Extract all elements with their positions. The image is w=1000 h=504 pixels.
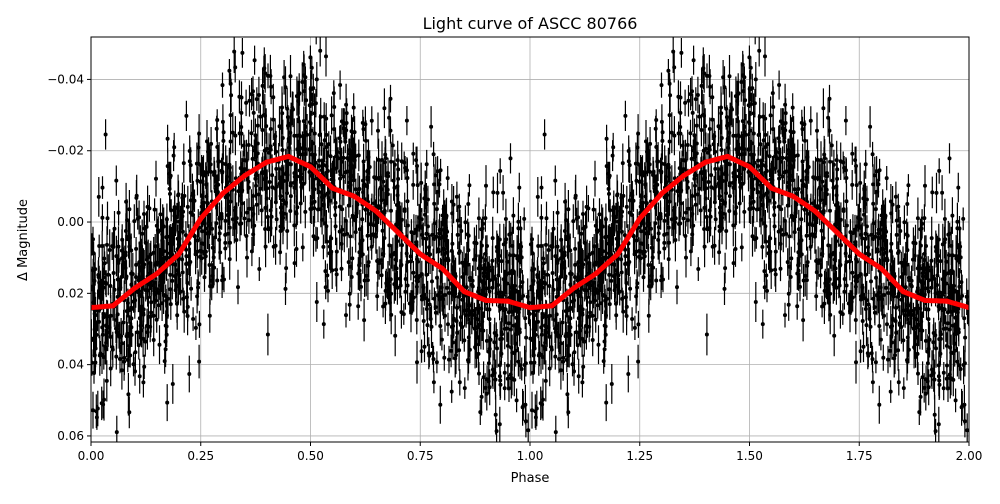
mean-point [132,285,138,291]
mean-point [790,193,796,199]
mean-point [308,164,313,170]
mean-point [373,208,379,214]
mean-point [439,265,445,271]
mean-point [110,303,116,309]
y-tick-label: 0.02 [57,286,84,300]
mean-point [549,303,555,309]
mean-point [681,173,687,179]
mean-point [286,153,292,159]
mean-point [637,215,643,221]
mean-point [615,251,621,257]
mean-point [264,159,270,165]
mean-point [834,230,840,236]
y-tick-label: 0.00 [57,215,84,229]
y-axis: −0.04 −0.02 0.00 0.02 0.04 0.06 [47,72,91,443]
mean-point [900,289,906,295]
chart-title: Light curve of ASCC 80766 [423,14,638,33]
x-tick-label: 1.75 [846,449,873,463]
x-tick-label: 0.50 [297,449,324,463]
y-tick-label: −0.04 [47,72,84,86]
mean-point [154,271,160,277]
x-tick-label: 2.00 [956,449,983,463]
mean-point [527,305,533,311]
mean-curve [91,153,969,311]
mean-point [483,297,489,303]
x-tick-label: 0.25 [187,449,214,463]
x-axis: 0.00 0.25 0.50 0.75 1.00 1.25 1.50 1.75 2.00 [78,442,983,463]
mean-point [966,305,969,311]
mean-point [198,215,204,221]
mean-point [659,191,665,197]
mean-point [505,298,511,304]
x-axis-label: Phase [511,471,550,486]
mean-point [878,265,884,271]
mean-point [351,193,357,199]
mean-point [768,185,774,191]
mean-point [725,153,731,159]
mean-point [856,251,862,257]
mean-point [922,297,928,303]
mean-point [417,251,423,257]
y-axis-label: Δ Magnitude [16,199,31,281]
mean-point [571,285,577,291]
mean-point [812,208,818,214]
mean-point [242,173,248,179]
y-tick-label: 0.06 [57,429,84,443]
mean-point [91,305,94,311]
x-tick-label: 1.50 [736,449,763,463]
mean-point [220,191,226,197]
mean-point [395,230,401,236]
y-tick-label: −0.02 [47,144,84,158]
mean-point [747,164,752,170]
x-tick-label: 1.25 [626,449,653,463]
mean-point [176,251,182,257]
mean-point [703,159,709,165]
x-tick-label: 0.00 [78,449,105,463]
mean-point [461,289,467,295]
x-tick-label: 0.75 [407,449,434,463]
x-tick-label: 1.00 [517,449,544,463]
mean-point [329,185,335,191]
mean-point [593,271,599,277]
y-tick-label: 0.04 [57,358,84,372]
mean-point [944,298,950,304]
